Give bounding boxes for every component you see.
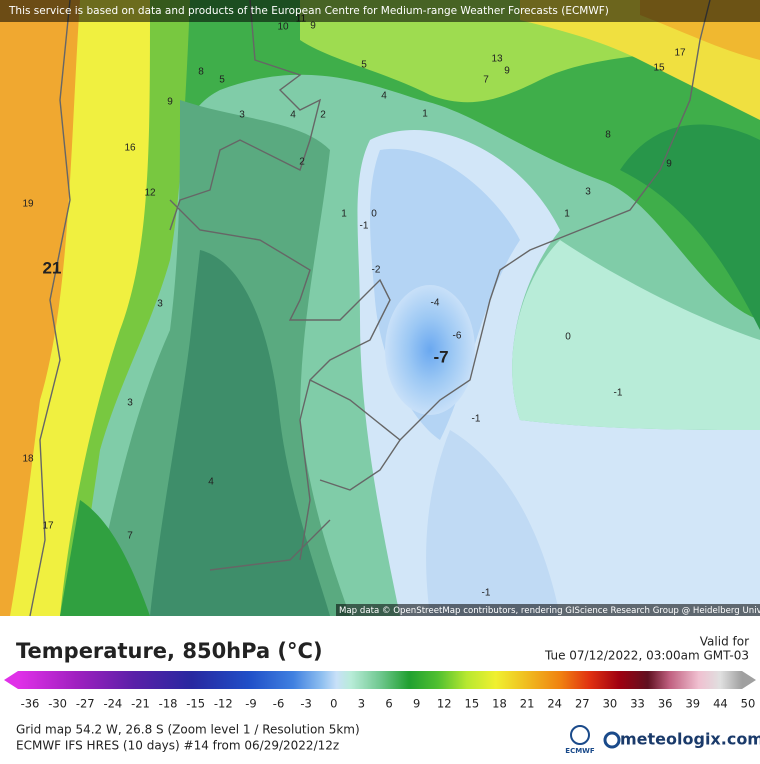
colorbar bbox=[18, 671, 742, 689]
contour-label: 17 bbox=[674, 48, 686, 59]
colorbar-tick-label: 18 bbox=[492, 697, 507, 711]
colorbar-tick-label: 33 bbox=[630, 697, 645, 711]
colorbar-tick-label: -3 bbox=[300, 697, 311, 711]
contour-label: -4 bbox=[431, 298, 440, 309]
contour-label: 4 bbox=[381, 91, 387, 102]
colorbar-tick-label: 30 bbox=[603, 697, 618, 711]
contour-label: 0 bbox=[371, 209, 377, 220]
contour-label: 10 bbox=[277, 22, 289, 33]
contour-label: 8 bbox=[605, 130, 611, 141]
colorbar-tick-label: 36 bbox=[658, 697, 673, 711]
contour-label: -7 bbox=[433, 347, 448, 366]
valid-label: Valid for bbox=[700, 635, 749, 649]
legend-title: Temperature, 850hPa (°C) bbox=[16, 639, 323, 663]
colorbar-tick-label: -12 bbox=[214, 697, 233, 711]
colorbar-tick-label: 3 bbox=[358, 697, 365, 711]
contour-label: 17 bbox=[42, 521, 54, 532]
contour-label: 21 bbox=[43, 258, 62, 277]
contour-label: 3 bbox=[239, 110, 245, 121]
colorbar-tick-label: -21 bbox=[131, 697, 150, 711]
brand-logo[interactable] bbox=[605, 733, 619, 747]
ecmwf-logo bbox=[571, 726, 589, 744]
contour-label: -1 bbox=[360, 221, 369, 232]
contour-label: 18 bbox=[22, 454, 34, 465]
colorbar-tick-label: 12 bbox=[437, 697, 452, 711]
contour-label: -6 bbox=[453, 331, 462, 342]
colorbar-tick-label: -15 bbox=[186, 697, 205, 711]
colorbar-tick-label: 50 bbox=[741, 697, 756, 711]
contour-label: 2 bbox=[299, 157, 305, 168]
brand-text[interactable]: meteologix.com bbox=[620, 730, 760, 749]
contour-label: 9 bbox=[167, 97, 173, 108]
contour-label: 9 bbox=[504, 66, 510, 77]
contour-label: 8 bbox=[198, 67, 204, 78]
contour-label: 9 bbox=[666, 159, 672, 170]
colorbar-tick-label: 9 bbox=[413, 697, 420, 711]
contour-label: 9 bbox=[310, 21, 316, 32]
colorbar-tick-label: -6 bbox=[273, 697, 284, 711]
colorbar-tick-label: 21 bbox=[520, 697, 535, 711]
contour-label: 0 bbox=[565, 332, 571, 343]
contour-label: 4 bbox=[208, 477, 214, 488]
contour-label: -1 bbox=[472, 414, 481, 425]
banner-text: This service is based on data and produc… bbox=[8, 5, 609, 17]
colorbar-tick-label: -24 bbox=[103, 697, 122, 711]
contour-label: 3 bbox=[585, 187, 591, 198]
ecmwf-text: ECMWF bbox=[565, 747, 595, 755]
colorbar-tick-label: -30 bbox=[48, 697, 67, 711]
contour-label: 1 bbox=[341, 209, 347, 220]
contour-label: 1 bbox=[564, 209, 570, 220]
colorbar-tick-label: -18 bbox=[159, 697, 178, 711]
colorbar-tick-label: 24 bbox=[547, 697, 562, 711]
contour-label: 5 bbox=[361, 60, 367, 71]
colorbar-tick-label: 39 bbox=[685, 697, 700, 711]
footer-line: Grid map 54.2 W, 26.8 S (Zoom level 1 / … bbox=[16, 723, 360, 737]
contour-label: 4 bbox=[290, 110, 296, 121]
contour-label: 19 bbox=[22, 199, 34, 210]
colorbar-tick-label: 44 bbox=[713, 697, 728, 711]
colorbar-min-arrow bbox=[4, 671, 18, 689]
colorbar-max-arrow bbox=[742, 671, 756, 689]
contour-label: 1 bbox=[422, 109, 428, 120]
contour-label: 5 bbox=[219, 75, 225, 86]
valid-time: Tue 07/12/2022, 03:00am GMT-03 bbox=[544, 649, 749, 663]
contour-label: 16 bbox=[124, 143, 136, 154]
contour-label: 12 bbox=[144, 188, 156, 199]
colorbar-tick-label: 27 bbox=[575, 697, 590, 711]
contour-label: 7 bbox=[483, 75, 489, 86]
contour-label: 7 bbox=[127, 531, 133, 542]
contour-label: 3 bbox=[127, 398, 133, 409]
colorbar-tick-label: -36 bbox=[21, 697, 40, 711]
colorbar-tick-label: 0 bbox=[330, 697, 337, 711]
contour-label: -2 bbox=[372, 265, 381, 276]
contour-label: -1 bbox=[614, 388, 623, 399]
contour-label: 3 bbox=[157, 299, 163, 310]
contour-label: -1 bbox=[482, 588, 491, 599]
footer-line: ECMWF IFS HRES (10 days) #14 from 06/29/… bbox=[16, 739, 339, 753]
colorbar-tick-label: 15 bbox=[465, 697, 480, 711]
attribution-text: Map data © OpenStreetMap contributors, r… bbox=[339, 606, 760, 616]
colorbar-tick-label: -9 bbox=[245, 697, 256, 711]
colorbar-tick-label: -27 bbox=[76, 697, 95, 711]
contour-label: 2 bbox=[320, 110, 326, 121]
contour-label: 13 bbox=[491, 54, 503, 65]
contour-label: 15 bbox=[653, 63, 665, 74]
map[interactable]: 10 1 1 9 8 5 9 3 4 2 5 4 1 13 9 7 17 15 8… bbox=[0, 0, 760, 616]
colorbar-tick-label: 6 bbox=[385, 697, 392, 711]
